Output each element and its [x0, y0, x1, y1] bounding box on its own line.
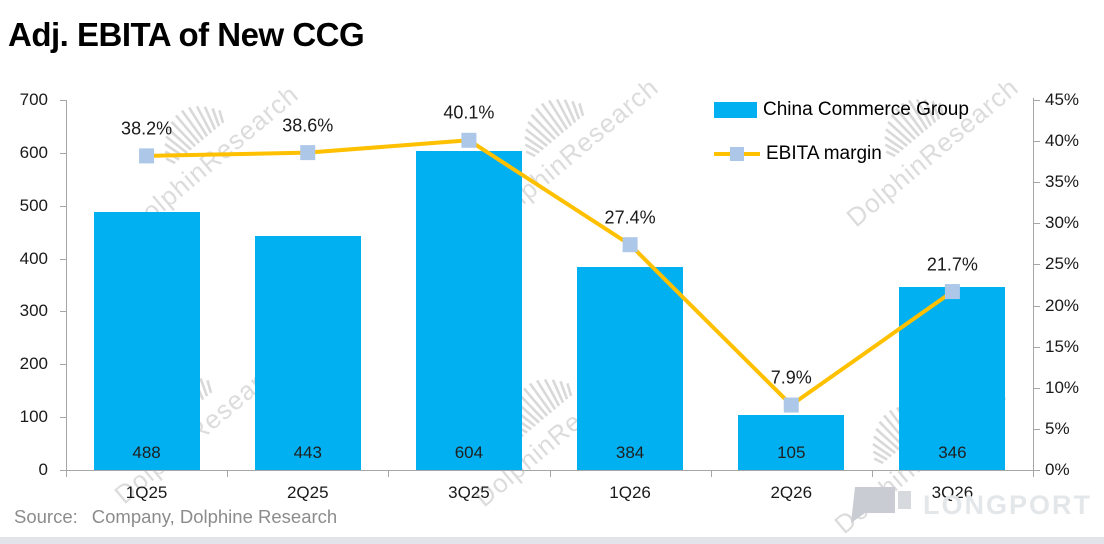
- source-note: Source: Company, Dolphine Research: [14, 506, 337, 528]
- right-axis-line: [1033, 98, 1034, 470]
- bar-value-label: 384: [615, 443, 645, 462]
- right-axis-tick: [1034, 346, 1040, 348]
- right-axis-tick-label: 25%: [1045, 254, 1080, 274]
- x-axis-category-label: 3Q25: [448, 483, 490, 502]
- bar-value-label: 604: [454, 443, 484, 462]
- right-axis-tick-label: 40%: [1045, 131, 1080, 151]
- right-axis-tick: [1034, 264, 1040, 266]
- left-axis-tick-label: 0: [38, 460, 48, 479]
- left-axis-tick-label: 400: [19, 248, 48, 268]
- right-axis-tick: [1034, 428, 1040, 430]
- right-axis-tick-label: 15%: [1045, 336, 1080, 356]
- longport-flag-icon: [851, 487, 911, 523]
- legend-label: EBITA margin: [766, 143, 882, 164]
- longport-brand: LONGPORT: [851, 483, 1092, 527]
- line-marker-square: [461, 132, 477, 148]
- bar-value-label: 443: [293, 443, 322, 462]
- line-marker-square: [622, 237, 638, 253]
- x-axis-tick: [388, 471, 390, 477]
- legend-item-china-commerce-group: China Commerce Group: [714, 98, 969, 122]
- right-axis-tick: [1034, 141, 1040, 143]
- left-axis-tick-label: 600: [19, 142, 48, 162]
- x-axis-tick: [227, 471, 229, 477]
- bar-china-commerce-group: [254, 235, 361, 470]
- left-axis-tick-label: 300: [19, 301, 48, 321]
- right-axis-tick-label: 35%: [1045, 172, 1080, 192]
- right-axis-tick: [1034, 305, 1040, 307]
- x-axis-category-label: 1Q26: [609, 483, 651, 502]
- bar-china-commerce-group: [738, 414, 845, 470]
- left-axis-tick-label: 100: [19, 407, 48, 427]
- legend-label: China Commerce Group: [763, 99, 969, 120]
- line-marker-swatch-icon: [714, 146, 760, 162]
- line-marker-square: [300, 145, 316, 161]
- left-axis-tick: [60, 470, 66, 471]
- bar-value-label: 105: [777, 443, 806, 462]
- x-axis-tick: [871, 471, 873, 477]
- left-axis-tick-label: 200: [19, 354, 48, 374]
- right-axis-tick: [1034, 387, 1040, 389]
- bar-value-label: 488: [132, 443, 161, 462]
- left-axis-tick-label: 700: [19, 90, 48, 109]
- right-axis-tick-label: 45%: [1045, 90, 1080, 109]
- margin-data-label: 38.2%: [121, 118, 173, 139]
- left-axis-tick-label: 500: [19, 195, 48, 215]
- source-prefix: Source:: [14, 506, 78, 527]
- right-axis-tick: [1034, 470, 1040, 471]
- left-axis-tick: [60, 205, 66, 207]
- bottom-axis-line: [66, 470, 1034, 471]
- right-axis-tick: [1034, 100, 1040, 101]
- x-axis-category-label: 2Q25: [286, 483, 329, 502]
- right-axis-tick: [1034, 223, 1040, 225]
- x-axis-tick: [66, 471, 67, 477]
- left-axis-line: [66, 100, 67, 470]
- longport-logo-text: LONGPORT: [923, 489, 1092, 520]
- right-axis-tick-label: 5%: [1045, 418, 1070, 438]
- chart-legend: China Commerce Group EBITA margin: [714, 98, 969, 186]
- margin-data-label: 27.4%: [604, 207, 656, 228]
- bar-value-label: 346: [938, 443, 967, 462]
- source-text: Company, Dolphine Research: [91, 506, 338, 527]
- line-marker-square: [139, 148, 155, 164]
- bar-china-commerce-group: [577, 267, 684, 470]
- right-axis-tick-label: 30%: [1045, 213, 1080, 233]
- x-axis-tick: [549, 471, 551, 477]
- bar-china-commerce-group: [93, 212, 200, 470]
- left-axis-tick: [60, 100, 66, 101]
- bottom-edge-strip: [0, 537, 1104, 544]
- right-axis-tick-label: 20%: [1045, 295, 1080, 315]
- x-axis-category-label: 3Q26: [931, 483, 974, 502]
- margin-data-label: 40.1%: [443, 102, 495, 123]
- right-axis-tick-label: 0%: [1045, 460, 1070, 479]
- chart-title: Adj. EBITA of New CCG: [8, 16, 365, 53]
- x-axis-tick: [710, 471, 712, 477]
- x-axis-category-label: 2Q26: [770, 483, 813, 502]
- legend-item-ebita-margin: EBITA margin: [714, 142, 969, 166]
- bar-swatch-icon: [714, 102, 757, 118]
- left-axis-tick: [60, 258, 66, 260]
- left-axis-tick: [60, 311, 66, 313]
- left-axis-tick: [60, 417, 66, 419]
- right-axis-tick-label: 10%: [1045, 377, 1080, 397]
- line-marker-square: [783, 397, 799, 413]
- left-axis-tick: [60, 152, 66, 154]
- left-axis-tick: [60, 364, 66, 366]
- margin-data-label: 7.9%: [770, 367, 812, 388]
- x-axis-category-label: 1Q25: [125, 483, 168, 502]
- margin-data-label: 21.7%: [926, 254, 978, 275]
- margin-data-label: 38.6%: [282, 115, 334, 136]
- bar-china-commerce-group: [415, 150, 522, 470]
- x-axis-tick: [1033, 471, 1034, 477]
- right-axis-tick: [1034, 182, 1040, 184]
